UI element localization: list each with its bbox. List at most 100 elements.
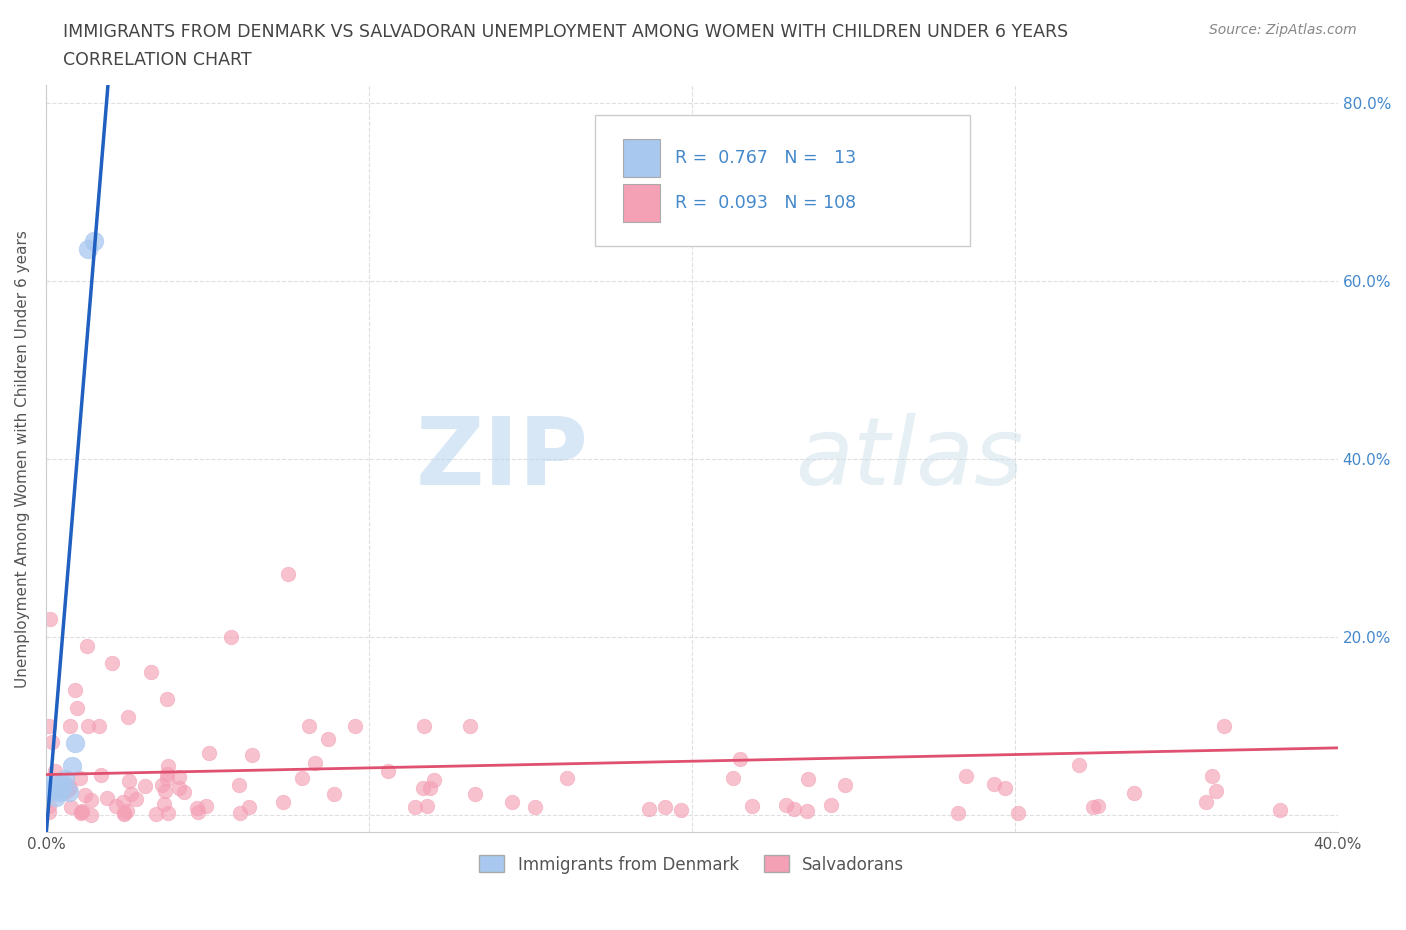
Point — [955, 768, 977, 783]
Point — [198, 746, 221, 761]
Point — [63, 736, 86, 751]
Point — [51, 776, 73, 790]
Point — [1123, 786, 1146, 801]
Point — [464, 787, 486, 802]
Point — [419, 781, 441, 796]
Point — [797, 772, 820, 787]
Point — [53, 776, 76, 790]
Point — [60, 799, 83, 814]
Point — [83, 233, 105, 248]
Point — [1213, 718, 1236, 733]
Point — [112, 794, 135, 809]
FancyBboxPatch shape — [595, 114, 970, 246]
Point — [104, 798, 127, 813]
Point — [1268, 803, 1291, 817]
Point — [156, 692, 179, 707]
Point — [415, 799, 437, 814]
Point — [524, 800, 547, 815]
Point — [48, 785, 70, 800]
Point — [120, 787, 142, 802]
Point — [80, 792, 103, 807]
Point — [377, 764, 399, 778]
Text: Source: ZipAtlas.com: Source: ZipAtlas.com — [1209, 23, 1357, 37]
Point — [555, 771, 578, 786]
Point — [80, 807, 103, 822]
Point — [58, 782, 80, 797]
Point — [240, 748, 263, 763]
Point — [112, 806, 135, 821]
Point — [70, 804, 93, 818]
Point — [145, 806, 167, 821]
Point — [150, 777, 173, 792]
Point — [38, 718, 60, 733]
Text: CORRELATION CHART: CORRELATION CHART — [63, 51, 252, 69]
Point — [53, 786, 76, 801]
Point — [89, 718, 111, 733]
Point — [152, 796, 174, 811]
Point — [153, 784, 176, 799]
Point — [41, 780, 63, 795]
Point — [157, 805, 180, 820]
Point — [228, 777, 250, 792]
Point — [195, 799, 218, 814]
Point — [167, 770, 190, 785]
Point — [59, 718, 82, 733]
Point — [728, 751, 751, 766]
Point — [156, 767, 179, 782]
Point — [316, 732, 339, 747]
Y-axis label: Unemployment Among Women with Children Under 6 years: Unemployment Among Women with Children U… — [15, 230, 30, 687]
Point — [423, 772, 446, 787]
Point — [45, 790, 67, 804]
Point — [186, 801, 208, 816]
Point — [723, 770, 745, 785]
Point — [1087, 799, 1109, 814]
Point — [322, 786, 344, 801]
Point — [1205, 783, 1227, 798]
Point — [654, 800, 676, 815]
Point — [501, 795, 523, 810]
Point — [458, 718, 481, 733]
Point — [304, 756, 326, 771]
Point — [77, 242, 100, 257]
Point — [343, 718, 366, 733]
Text: R =  0.767   N =   13: R = 0.767 N = 13 — [675, 149, 856, 167]
Point — [134, 778, 156, 793]
Point — [39, 611, 62, 626]
Point — [404, 800, 426, 815]
Bar — [623, 140, 659, 177]
Point — [156, 772, 179, 787]
Point — [412, 780, 434, 795]
Point — [38, 805, 60, 820]
Point — [38, 799, 60, 814]
Point — [173, 785, 195, 800]
Point — [775, 798, 797, 813]
Point — [60, 758, 83, 773]
Text: R =  0.093   N = 108: R = 0.093 N = 108 — [675, 193, 856, 212]
Point — [1201, 769, 1223, 784]
Point — [413, 718, 436, 733]
Text: atlas: atlas — [796, 413, 1024, 504]
Point — [69, 805, 91, 820]
Point — [238, 800, 260, 815]
Point — [669, 803, 692, 817]
Point — [139, 665, 162, 680]
Point — [118, 774, 141, 789]
Point — [796, 804, 818, 818]
Point — [38, 785, 60, 800]
Point — [58, 777, 80, 792]
Point — [229, 805, 252, 820]
Point — [76, 638, 98, 653]
Point — [41, 735, 63, 750]
Point — [1081, 800, 1104, 815]
Point — [96, 790, 118, 805]
Point — [66, 700, 89, 715]
Legend: Immigrants from Denmark, Salvadorans: Immigrants from Denmark, Salvadorans — [472, 849, 911, 880]
Point — [187, 804, 209, 819]
Point — [637, 802, 659, 817]
Point — [112, 806, 135, 821]
Point — [169, 780, 191, 795]
Text: IMMIGRANTS FROM DENMARK VS SALVADORAN UNEMPLOYMENT AMONG WOMEN WITH CHILDREN UND: IMMIGRANTS FROM DENMARK VS SALVADORAN UN… — [63, 23, 1069, 41]
Point — [1067, 757, 1090, 772]
Point — [58, 785, 80, 800]
Point — [1195, 795, 1218, 810]
